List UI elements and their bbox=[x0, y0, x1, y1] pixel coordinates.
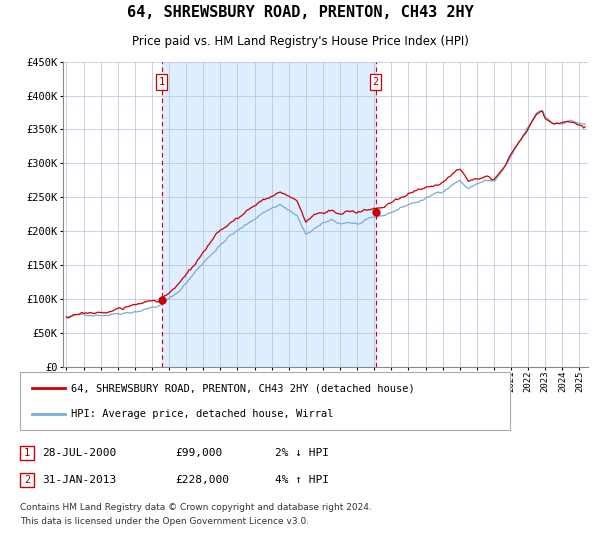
Text: 31-JAN-2013: 31-JAN-2013 bbox=[42, 475, 116, 485]
Bar bbox=[20, 446, 34, 460]
Text: This data is licensed under the Open Government Licence v3.0.: This data is licensed under the Open Gov… bbox=[20, 517, 309, 526]
Text: 4% ↑ HPI: 4% ↑ HPI bbox=[275, 475, 329, 485]
Text: 1: 1 bbox=[24, 448, 30, 458]
Text: HPI: Average price, detached house, Wirral: HPI: Average price, detached house, Wirr… bbox=[71, 409, 334, 419]
Text: 28-JUL-2000: 28-JUL-2000 bbox=[42, 448, 116, 458]
Text: £99,000: £99,000 bbox=[175, 448, 222, 458]
Bar bbox=[20, 473, 34, 487]
Text: Contains HM Land Registry data © Crown copyright and database right 2024.: Contains HM Land Registry data © Crown c… bbox=[20, 503, 372, 512]
Text: 64, SHREWSBURY ROAD, PRENTON, CH43 2HY (detached house): 64, SHREWSBURY ROAD, PRENTON, CH43 2HY (… bbox=[71, 383, 415, 393]
Text: Price paid vs. HM Land Registry's House Price Index (HPI): Price paid vs. HM Land Registry's House … bbox=[131, 35, 469, 49]
Text: 2: 2 bbox=[373, 77, 379, 87]
Text: 1: 1 bbox=[158, 77, 165, 87]
Bar bbox=[161, 62, 376, 367]
Text: 2% ↓ HPI: 2% ↓ HPI bbox=[275, 448, 329, 458]
Text: 64, SHREWSBURY ROAD, PRENTON, CH43 2HY: 64, SHREWSBURY ROAD, PRENTON, CH43 2HY bbox=[127, 5, 473, 20]
Text: 2: 2 bbox=[24, 475, 30, 485]
Text: £228,000: £228,000 bbox=[175, 475, 229, 485]
Bar bbox=[20, 372, 510, 430]
